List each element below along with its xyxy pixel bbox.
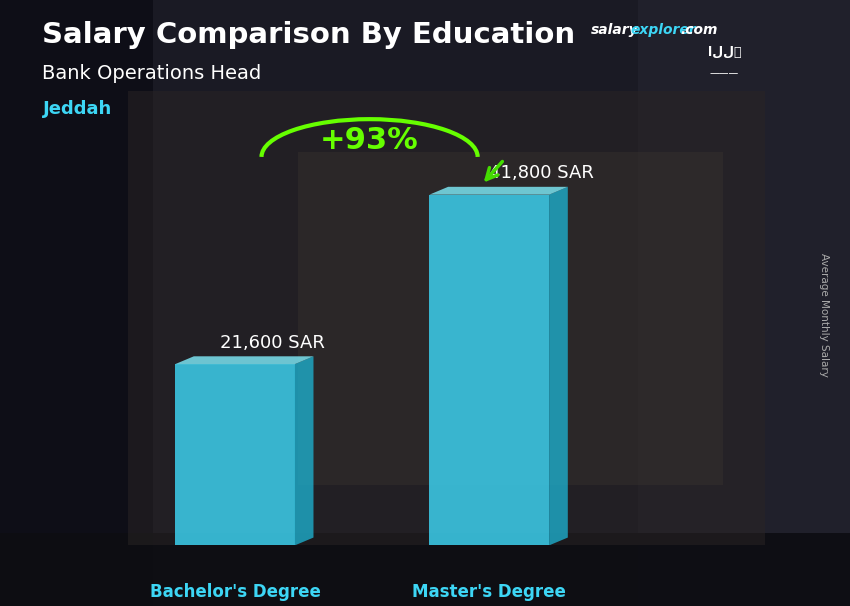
Bar <box>175 364 295 545</box>
Text: Jeddah: Jeddah <box>42 100 111 118</box>
Text: 21,600 SAR: 21,600 SAR <box>220 333 325 351</box>
Text: Master's Degree: Master's Degree <box>412 583 566 601</box>
Text: +93%: +93% <box>320 125 419 155</box>
Text: Bank Operations Head: Bank Operations Head <box>42 64 262 82</box>
Bar <box>0 533 850 606</box>
Text: explorer: explorer <box>631 23 696 37</box>
Polygon shape <box>549 187 568 545</box>
Bar <box>429 195 549 545</box>
Text: Bachelor's Degree: Bachelor's Degree <box>150 583 320 601</box>
Polygon shape <box>175 356 314 364</box>
Polygon shape <box>429 187 568 195</box>
Text: ———: ——— <box>710 68 740 79</box>
Bar <box>298 152 722 485</box>
Text: Salary Comparison By Education: Salary Comparison By Education <box>42 21 575 49</box>
Text: 41,800 SAR: 41,800 SAR <box>490 164 594 182</box>
Text: .com: .com <box>680 23 717 37</box>
Bar <box>128 91 765 545</box>
Polygon shape <box>295 356 314 545</box>
Bar <box>0 0 153 606</box>
Text: اللہ: اللہ <box>708 45 741 59</box>
Bar <box>638 0 850 606</box>
Text: salary: salary <box>591 23 638 37</box>
Text: Average Monthly Salary: Average Monthly Salary <box>819 253 829 377</box>
